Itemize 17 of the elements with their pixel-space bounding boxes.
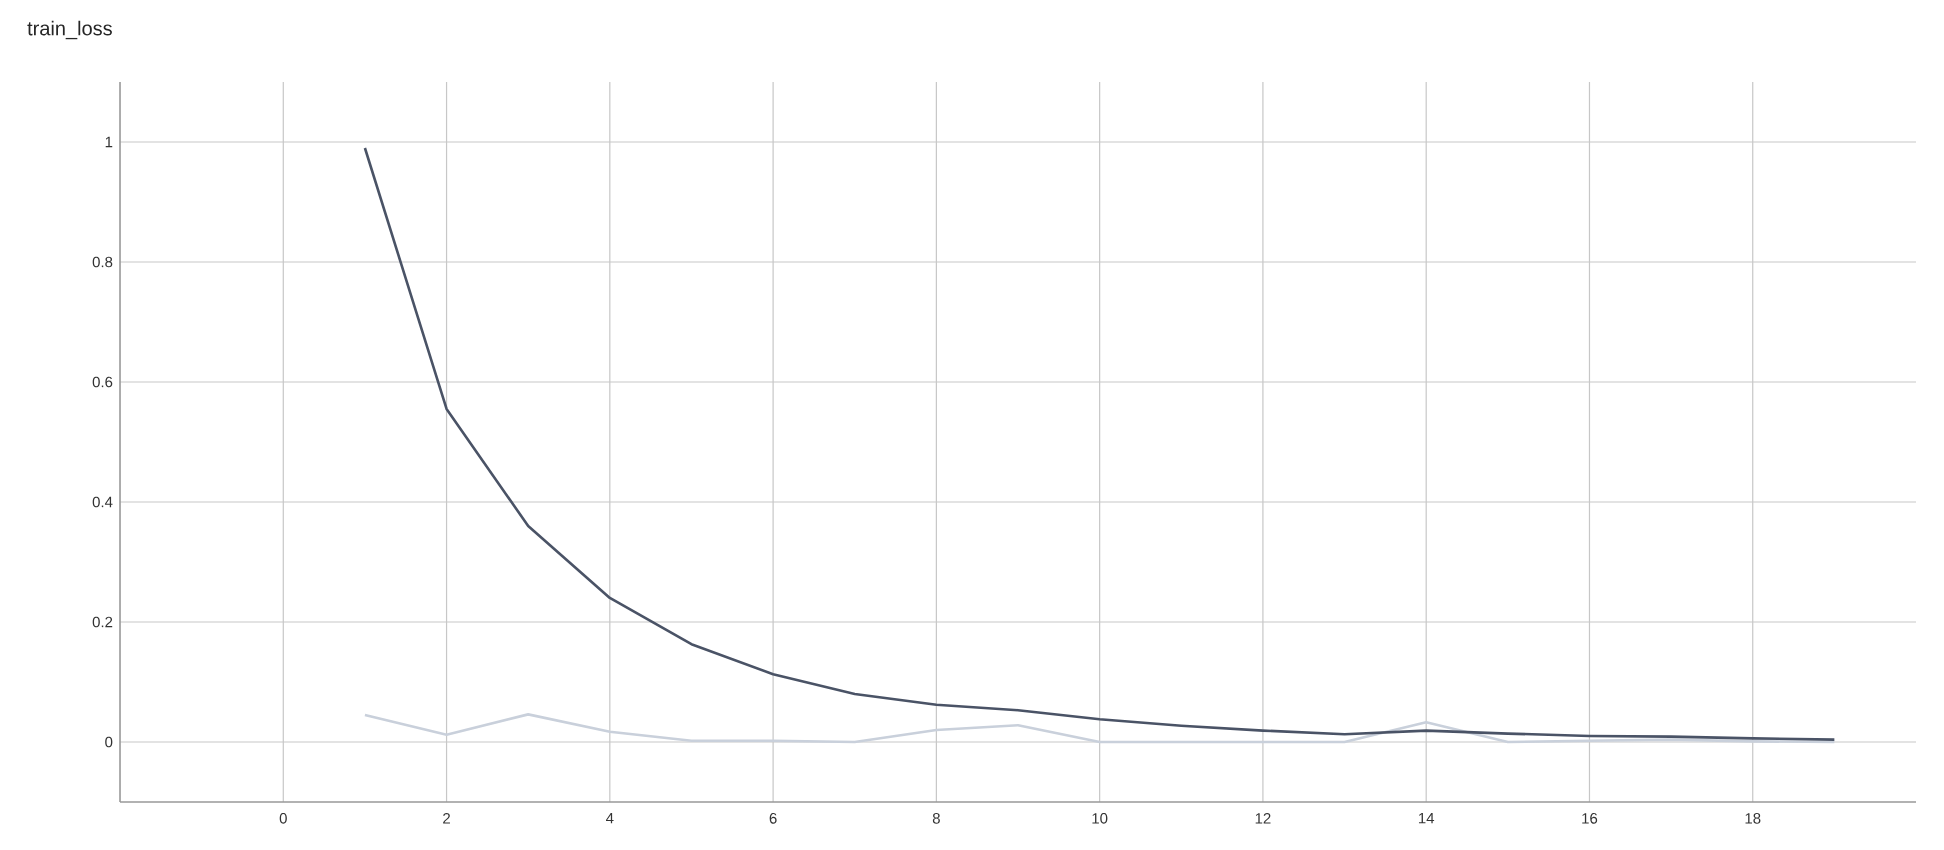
- y-tick-label: 1: [105, 136, 113, 148]
- y-tick-label: 0: [105, 736, 113, 748]
- x-tick-label: 8: [932, 813, 940, 824]
- x-tick-label: 12: [1255, 813, 1271, 824]
- y-tick-label: 0.6: [92, 376, 113, 388]
- x-tick-label: 0: [279, 813, 287, 824]
- x-tick-label: 4: [606, 813, 614, 824]
- y-tick-label: 0.8: [92, 256, 113, 268]
- x-tick-label: 16: [1582, 813, 1598, 824]
- y-tick-label: 0.4: [92, 496, 113, 508]
- chart-title: train_loss: [27, 20, 112, 40]
- y-tick-label: 0.2: [92, 616, 113, 628]
- x-tick-label: 2: [443, 813, 450, 824]
- x-tick-label: 18: [1745, 813, 1761, 824]
- x-tick-label: 14: [1418, 813, 1435, 824]
- x-tick-label: 10: [1092, 813, 1108, 824]
- x-tick-label: 6: [769, 813, 777, 824]
